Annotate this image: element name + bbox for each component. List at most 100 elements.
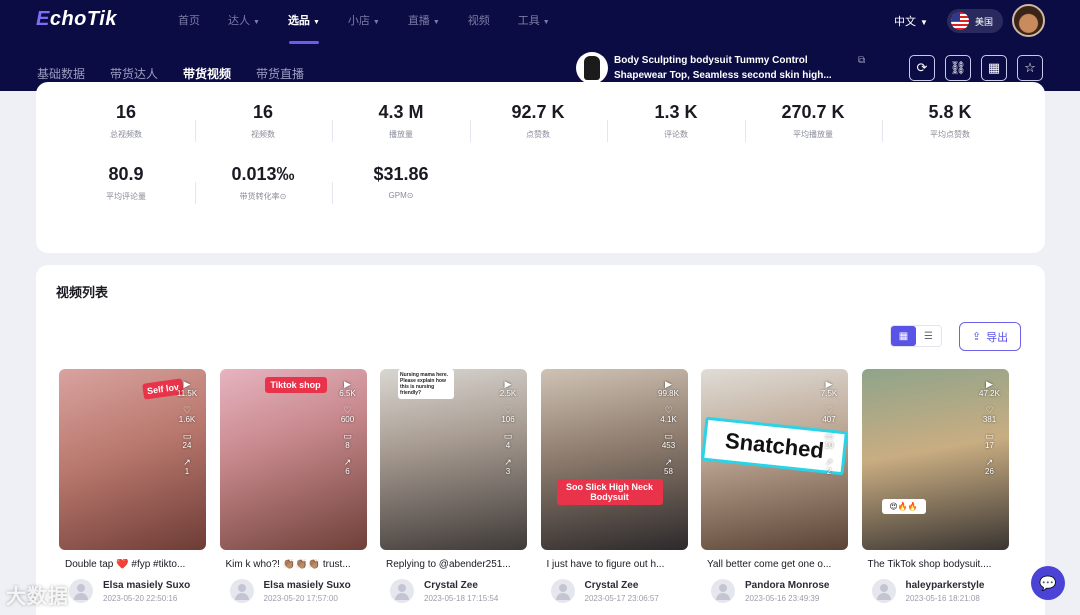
video-metrics: ▶ 2.5K ♡ 106 ▭ 4 ↗ 3: [493, 379, 523, 483]
stat-item: 270.7 K 平均播放量: [744, 102, 882, 140]
metric-value: 2: [826, 467, 832, 476]
publish-date: 2023-05-17 23:06:57: [584, 593, 659, 603]
metric-likes: ♡ 4.1K: [654, 405, 684, 425]
video-metrics: ▶ 7.5K ♡ 407 ▭ 10 ↗ 2: [814, 379, 844, 483]
video-card[interactable]: Snatched ▶ 7.5K ♡ 407 ▭ 10 ↗ 2 Yall better come g…: [701, 369, 848, 603]
language-selector[interactable]: 中文 ▼: [894, 13, 928, 29]
top-navigation: EchoTik 首页 达人 ▼ 选品 ▼ 小店 ▼ 直播 ▼ 视频 工具 ▼ 中文 ▼ 美国 基础数据带…: [0, 0, 1080, 91]
user-avatar[interactable]: [1012, 4, 1045, 37]
video-author[interactable]: Elsa masiely Suxo 2023-05-20 17:57:00: [220, 579, 367, 603]
grid-view-icon[interactable]: ▦: [891, 326, 916, 346]
video-thumbnail[interactable]: Soo Slick High Neck Bodysuit ▶ 99.8K ♡ 4.1K ▭…: [540, 369, 688, 550]
video-overlay-text: Soo Slick High Neck Bodysuit: [556, 479, 663, 505]
sub-nav-tab[interactable]: 基础数据: [37, 67, 86, 81]
play-count-icon: ▶: [504, 379, 512, 389]
echotik-logo[interactable]: EchoTik: [36, 8, 117, 31]
external-link-icon[interactable]: ⧉: [858, 55, 866, 66]
metric-comments: ▭ 4: [493, 431, 523, 451]
metric-value: 7.5K: [820, 389, 838, 398]
stat-divider: [332, 182, 333, 204]
watermark-text: 大数据: [6, 586, 69, 608]
video-author[interactable]: Elsa masiely Suxo 2023-05-20 22:50:16: [59, 579, 206, 603]
qrcode-icon[interactable]: ▦: [981, 55, 1007, 81]
main-nav-item[interactable]: 首页: [168, 0, 210, 44]
metric-value: 2.5K: [499, 389, 517, 398]
like-icon: ♡: [985, 405, 994, 415]
chevron-down-icon: ▼: [372, 19, 380, 26]
stat-item: $31.86 GPM⊙: [332, 164, 470, 200]
stat-label: 评论数: [664, 130, 688, 139]
link-icon[interactable]: ⛓: [945, 55, 971, 81]
video-author[interactable]: haleyparkerstyle 2023-05-16 18:21:08: [862, 579, 1009, 603]
video-card[interactable]: Soo Slick High Neck Bodysuit ▶ 99.8K ♡ 4.1K ▭…: [540, 369, 688, 603]
main-nav-item[interactable]: 达人 ▼: [218, 0, 270, 44]
video-card[interactable]: 😍🔥🔥 ▶ 47.2K ♡ 381 ▭ 17 ↗ 26 The TikTok shop bodys…: [861, 369, 1009, 603]
refresh-icon[interactable]: ⟳: [909, 55, 935, 81]
stats-card: 16 总视频数 16 视频数 4.3 M 播放量 92.7 K 点赞数 1.3 K 评论数 270.…: [36, 82, 1045, 253]
stat-label: 视频数: [251, 130, 275, 139]
metric-plays: ▶ 47.2K: [975, 379, 1005, 399]
stat-value: 270.7 K: [781, 102, 845, 122]
stat-item: 16 视频数: [194, 102, 332, 140]
video-thumbnail[interactable]: Self lov ▶ 11.5K ♡ 1.6K ▭ 24 ↗ 1: [59, 369, 206, 550]
video-thumbnail[interactable]: Nursing mama here. Please explain how th…: [380, 369, 527, 550]
stat-value: 16: [252, 102, 274, 122]
main-nav-item[interactable]: 直播 ▼: [398, 0, 450, 44]
video-thumbnail[interactable]: Snatched ▶ 7.5K ♡ 407 ▭ 10 ↗ 2: [701, 369, 848, 550]
author-name: Elsa masiely Suxo: [263, 579, 351, 591]
video-title[interactable]: Double tap ❤️ #fyp #tikto...: [65, 559, 186, 570]
video-thumbnail[interactable]: Tiktok shop ▶ 6.5K ♡ 600 ▭ 8 ↗ 6: [219, 369, 367, 550]
like-icon: ♡: [664, 405, 673, 415]
metric-likes: ♡ 1.6K: [172, 405, 202, 425]
comment-icon: ▭: [182, 431, 192, 441]
share-icon: ↗: [183, 457, 191, 467]
main-nav-item[interactable]: 选品 ▼: [278, 0, 330, 44]
video-author[interactable]: Crystal Zee 2023-05-18 17:15:54: [380, 579, 527, 603]
video-title[interactable]: The TikTok shop bodysuit....: [867, 559, 992, 570]
main-nav-label: 视频: [467, 15, 490, 27]
video-title[interactable]: Kim k who?! 👏🏽👏🏽👏🏽 trust...: [225, 559, 351, 570]
video-author[interactable]: Crystal Zee 2023-05-17 23:06:57: [541, 579, 688, 603]
stat-value: 92.7 K: [511, 102, 565, 122]
share-icon: ↗: [825, 457, 833, 467]
region-selector[interactable]: 美国: [947, 9, 1003, 33]
list-view-icon[interactable]: ☰: [924, 330, 933, 342]
product-name: Body Sculpting bodysuit Tummy Control Sh…: [614, 55, 832, 81]
comment-icon: ▭: [664, 431, 673, 441]
video-author[interactable]: Pandora Monrose 2023-05-16 23:49:39: [701, 579, 848, 603]
export-label: 导出: [986, 331, 1009, 344]
export-button[interactable]: ⇪ 导出: [959, 322, 1021, 351]
metric-value: 47.2K: [979, 389, 1000, 398]
sub-nav-tab[interactable]: 带货直播: [256, 67, 305, 81]
video-title[interactable]: Yall better come get one o...: [707, 559, 832, 570]
metric-comments: ▭ 10: [814, 431, 844, 451]
chevron-down-icon: ▼: [542, 19, 550, 26]
main-nav-item[interactable]: 小店 ▼: [338, 0, 390, 44]
metric-plays: ▶ 99.8K: [654, 379, 684, 399]
video-title[interactable]: Replying to @abender251...: [386, 559, 511, 570]
stat-label: 平均播放量: [793, 130, 833, 139]
avatar: [69, 579, 93, 603]
sub-nav-tab[interactable]: 带货达人: [110, 67, 159, 81]
main-nav-item[interactable]: 工具 ▼: [508, 0, 560, 44]
metric-value: 8: [345, 441, 350, 450]
star-icon[interactable]: ☆: [1017, 55, 1043, 81]
main-nav-item[interactable]: 视频: [458, 0, 500, 44]
stat-value: 4.3 M: [378, 102, 424, 122]
metric-value: 4.1K: [660, 415, 677, 424]
video-title[interactable]: I just have to figure out h...: [546, 559, 665, 570]
stat-item: 0.013‰ 带货转化率⊙: [194, 164, 332, 202]
video-card[interactable]: Tiktok shop ▶ 6.5K ♡ 600 ▭ 8 ↗ 6 Kim k who?! 👏🏽👏🏽…: [219, 369, 367, 603]
video-card[interactable]: Self lov ▶ 11.5K ♡ 1.6K ▭ 24 ↗ 1 Double tap ❤️ #f…: [59, 369, 206, 603]
main-nav-label: 小店: [347, 15, 370, 27]
stat-item: 80.9 平均评论量: [57, 164, 195, 202]
video-overlay-text: 😍🔥🔥: [881, 499, 926, 514]
play-count-icon: ▶: [986, 379, 993, 389]
video-card[interactable]: Nursing mama here. Please explain how th…: [380, 369, 527, 603]
toolbar: ⟳ ⛓ ▦ ☆: [909, 55, 1053, 81]
video-thumbnail[interactable]: 😍🔥🔥 ▶ 47.2K ♡ 381 ▭ 17 ↗ 26: [861, 369, 1009, 550]
chat-icon[interactable]: 💬: [1031, 566, 1065, 600]
author-name: Crystal Zee: [584, 579, 639, 591]
metric-shares: ↗ 1: [172, 457, 202, 477]
author-name: haleyparkerstyle: [905, 579, 985, 591]
